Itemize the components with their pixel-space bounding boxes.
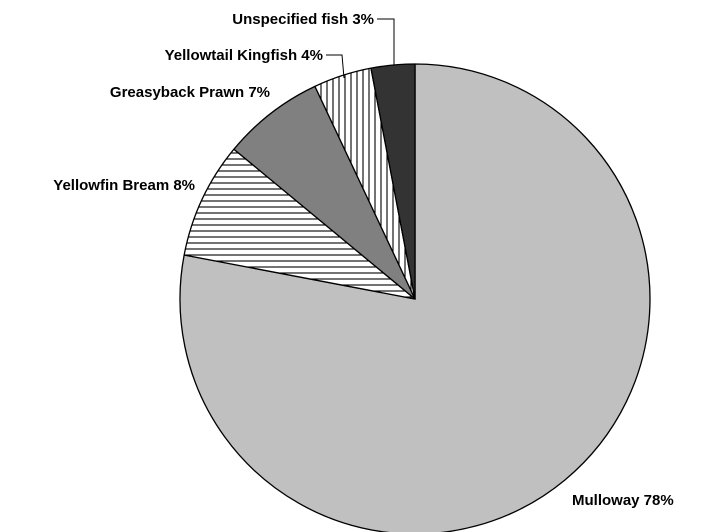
label-yellowfin-bream: Yellowfin Bream 8% bbox=[53, 177, 195, 194]
leader-line-yellowtail-kingfish bbox=[326, 54, 345, 79]
label-yellowtail-kingfish: Yellowtail Kingfish 4% bbox=[165, 47, 323, 64]
slice-unspecified-fish bbox=[370, 63, 416, 300]
label-greasyback-prawn: Greasyback Prawn 7% bbox=[110, 84, 270, 101]
pie-slices bbox=[179, 63, 651, 532]
label-unspecified-fish: Unspecified fish 3% bbox=[232, 11, 374, 28]
leader-lines bbox=[326, 18, 395, 79]
slice-yellowfin-bream bbox=[183, 148, 416, 300]
slice-greasyback-prawn bbox=[233, 85, 416, 300]
leader-line-unspecified-fish bbox=[377, 18, 395, 65]
slice-labels: Mulloway 78% Yellowfin Bream 8% Greasyback… bbox=[53, 11, 673, 509]
label-mulloway: Mulloway 78% bbox=[572, 492, 674, 509]
